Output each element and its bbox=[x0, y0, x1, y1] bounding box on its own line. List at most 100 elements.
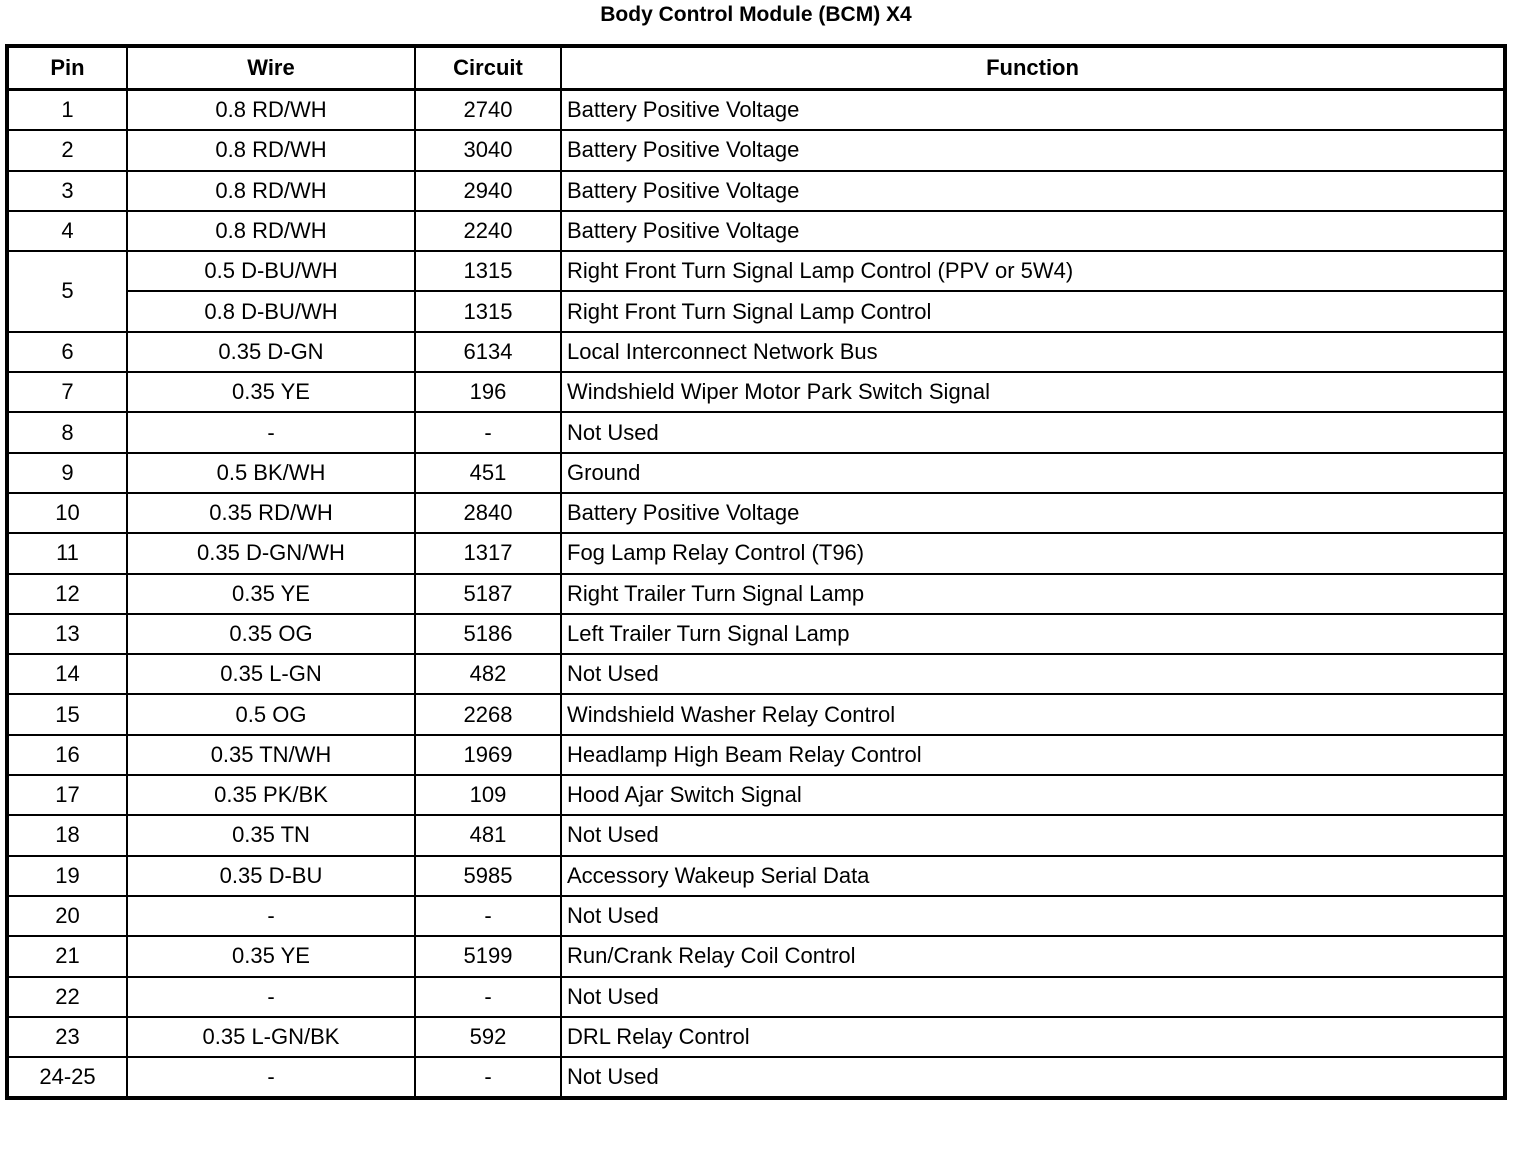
pin-cell: 10 bbox=[6, 491, 128, 535]
circuit-cell: - bbox=[414, 1056, 562, 1100]
function-cell: Local Interconnect Network Bus bbox=[560, 330, 1506, 374]
table-row: 22- - Not Used bbox=[6, 975, 1506, 1018]
wire-cell: 0.35 PK/BK bbox=[126, 774, 416, 817]
function-cell: Not Used bbox=[560, 975, 1506, 1018]
pin-cell: 14 bbox=[6, 653, 128, 696]
function-cell: Run/Crank Relay Coil Control bbox=[560, 935, 1506, 978]
circuit-cell: 592 bbox=[414, 1015, 562, 1059]
header-function: Function bbox=[560, 45, 1506, 91]
circuit-cell: 6134 bbox=[414, 330, 562, 374]
function-cell: Windshield Wiper Motor Park Switch Signa… bbox=[560, 371, 1506, 414]
wire-cell: 0.8 RD/WH bbox=[126, 88, 416, 132]
pin-cell: 19 bbox=[6, 854, 128, 897]
pin-cell: 23 bbox=[6, 1015, 128, 1059]
table-row: 10 0.35 RD/WH 2840 Battery Positive Voltage bbox=[6, 491, 1506, 535]
circuit-cell: 482 bbox=[414, 653, 562, 696]
wire-cell: 0.35 D-GN bbox=[126, 330, 416, 374]
pin-cell: 17 bbox=[6, 774, 128, 817]
pin-cell: 18 bbox=[6, 814, 128, 857]
wire-cell: 0.8 D-BU/WH bbox=[126, 290, 416, 333]
wire-cell: 0.5 D-BU/WH bbox=[126, 250, 416, 293]
wire-cell: - bbox=[126, 894, 416, 938]
circuit-cell: 3040 bbox=[414, 129, 562, 172]
circuit-cell: 2940 bbox=[414, 169, 562, 212]
table-row: 24-25- - Not Used bbox=[6, 1056, 1506, 1100]
wire-cell: - bbox=[126, 1056, 416, 1100]
table-row: 12 0.35 YE 5187 Right Trailer Turn Signal L… bbox=[6, 572, 1506, 615]
table-row: 2 0.8 RD/WH 3040 Battery Positive Voltage bbox=[6, 129, 1506, 172]
circuit-cell: 5985 bbox=[414, 854, 562, 897]
function-cell: Hood Ajar Switch Signal bbox=[560, 774, 1506, 817]
wire-cell: 0.8 RD/WH bbox=[126, 209, 416, 253]
wire-cell: 0.35 YE bbox=[126, 371, 416, 414]
function-cell: Left Trailer Turn Signal Lamp bbox=[560, 612, 1506, 656]
function-cell: Headlamp High Beam Relay Control bbox=[560, 733, 1506, 777]
wire-cell: - bbox=[126, 975, 416, 1018]
pin-cell: 6 bbox=[6, 330, 128, 374]
pin-cell: 3 bbox=[6, 169, 128, 212]
function-cell: Not Used bbox=[560, 894, 1506, 938]
pin-cell: 16 bbox=[6, 733, 128, 777]
pin-cell: 11 bbox=[6, 532, 128, 575]
function-cell: Battery Positive Voltage bbox=[560, 209, 1506, 253]
function-cell: Not Used bbox=[560, 1056, 1506, 1100]
function-cell: Ground bbox=[560, 451, 1506, 494]
circuit-cell: - bbox=[414, 975, 562, 1018]
pin-cell: 8 bbox=[6, 411, 128, 454]
table-row: 7 0.35 YE 196 Windshield Wiper Motor Park S… bbox=[6, 371, 1506, 414]
wire-cell: - bbox=[126, 411, 416, 454]
pin-cell: 4 bbox=[6, 209, 128, 253]
wire-cell: 0.8 RD/WH bbox=[126, 129, 416, 172]
wire-cell: 0.35 YE bbox=[126, 935, 416, 978]
table-row: 9 0.5 BK/WH 451 Ground bbox=[6, 451, 1506, 494]
table-title: Body Control Module (BCM) X4 bbox=[600, 3, 912, 26]
circuit-cell: 2740 bbox=[414, 88, 562, 132]
pinout-table: Pin Wire Circuit Function 1 0.8 RD/WH 2740… bbox=[5, 44, 1507, 1101]
table-row: 6 0.35 D-GN 6134 Local Interconnect Network… bbox=[6, 330, 1506, 374]
circuit-cell: 451 bbox=[414, 451, 562, 494]
function-cell: Right Front Turn Signal Lamp Control (PP… bbox=[560, 250, 1506, 293]
function-cell: Battery Positive Voltage bbox=[560, 129, 1506, 172]
function-cell: DRL Relay Control bbox=[560, 1015, 1506, 1059]
table-row: 13 0.35 OG 5186 Left Trailer Turn Signal La… bbox=[6, 612, 1506, 656]
wire-cell: 0.35 L-GN bbox=[126, 653, 416, 696]
circuit-cell: 1317 bbox=[414, 532, 562, 575]
function-cell: Not Used bbox=[560, 814, 1506, 857]
table-row: 1 0.8 RD/WH 2740 Battery Positive Voltage bbox=[6, 88, 1506, 132]
function-cell: Battery Positive Voltage bbox=[560, 491, 1506, 535]
pin-cell: 15 bbox=[6, 693, 128, 736]
table-row: 18 0.35 TN 481 Not Used bbox=[6, 814, 1506, 857]
header-pin: Pin bbox=[6, 45, 128, 91]
wire-cell: 0.35 YE bbox=[126, 572, 416, 615]
circuit-cell: 109 bbox=[414, 774, 562, 817]
function-cell: Not Used bbox=[560, 653, 1506, 696]
pin-cell: 20 bbox=[6, 894, 128, 938]
table-row: 4 0.8 RD/WH 2240 Battery Positive Voltage bbox=[6, 209, 1506, 253]
pin-cell: 5 bbox=[6, 250, 128, 333]
circuit-cell: 2840 bbox=[414, 491, 562, 535]
pin-cell: 7 bbox=[6, 371, 128, 414]
circuit-cell: - bbox=[414, 894, 562, 938]
pin-cell: 21 bbox=[6, 935, 128, 978]
function-cell: Battery Positive Voltage bbox=[560, 169, 1506, 212]
circuit-cell: 196 bbox=[414, 371, 562, 414]
table-row: 11 0.35 D-GN/WH 1317 Fog Lamp Relay Control… bbox=[6, 532, 1506, 575]
circuit-cell: 5187 bbox=[414, 572, 562, 615]
wire-cell: 0.35 L-GN/BK bbox=[126, 1015, 416, 1059]
circuit-cell: 5186 bbox=[414, 612, 562, 656]
wire-cell: 0.5 OG bbox=[126, 693, 416, 736]
table-row: 23 0.35 L-GN/BK 592 DRL Relay Control bbox=[6, 1015, 1506, 1059]
header-row: Pin Wire Circuit Function bbox=[6, 45, 1506, 91]
circuit-cell: 481 bbox=[414, 814, 562, 857]
circuit-cell: 2240 bbox=[414, 209, 562, 253]
table-row: 15 0.5 OG 2268 Windshield Washer Relay Cont… bbox=[6, 693, 1506, 736]
wire-cell: 0.8 RD/WH bbox=[126, 169, 416, 212]
wire-cell: 0.35 TN/WH bbox=[126, 733, 416, 777]
table-row: 0.8 D-BU/WH 1315 Right Front Turn Signal L… bbox=[7, 290, 1506, 333]
circuit-cell: 1315 bbox=[414, 250, 562, 293]
wire-cell: 0.35 RD/WH bbox=[126, 491, 416, 535]
table-row: 14 0.35 L-GN 482 Not Used bbox=[6, 653, 1506, 696]
pin-cell: 1 bbox=[6, 88, 128, 132]
table-row: 5 0.5 D-BU/WH 1315 Right Front Turn Signal … bbox=[6, 250, 1506, 333]
pin-cell: 12 bbox=[6, 572, 128, 615]
